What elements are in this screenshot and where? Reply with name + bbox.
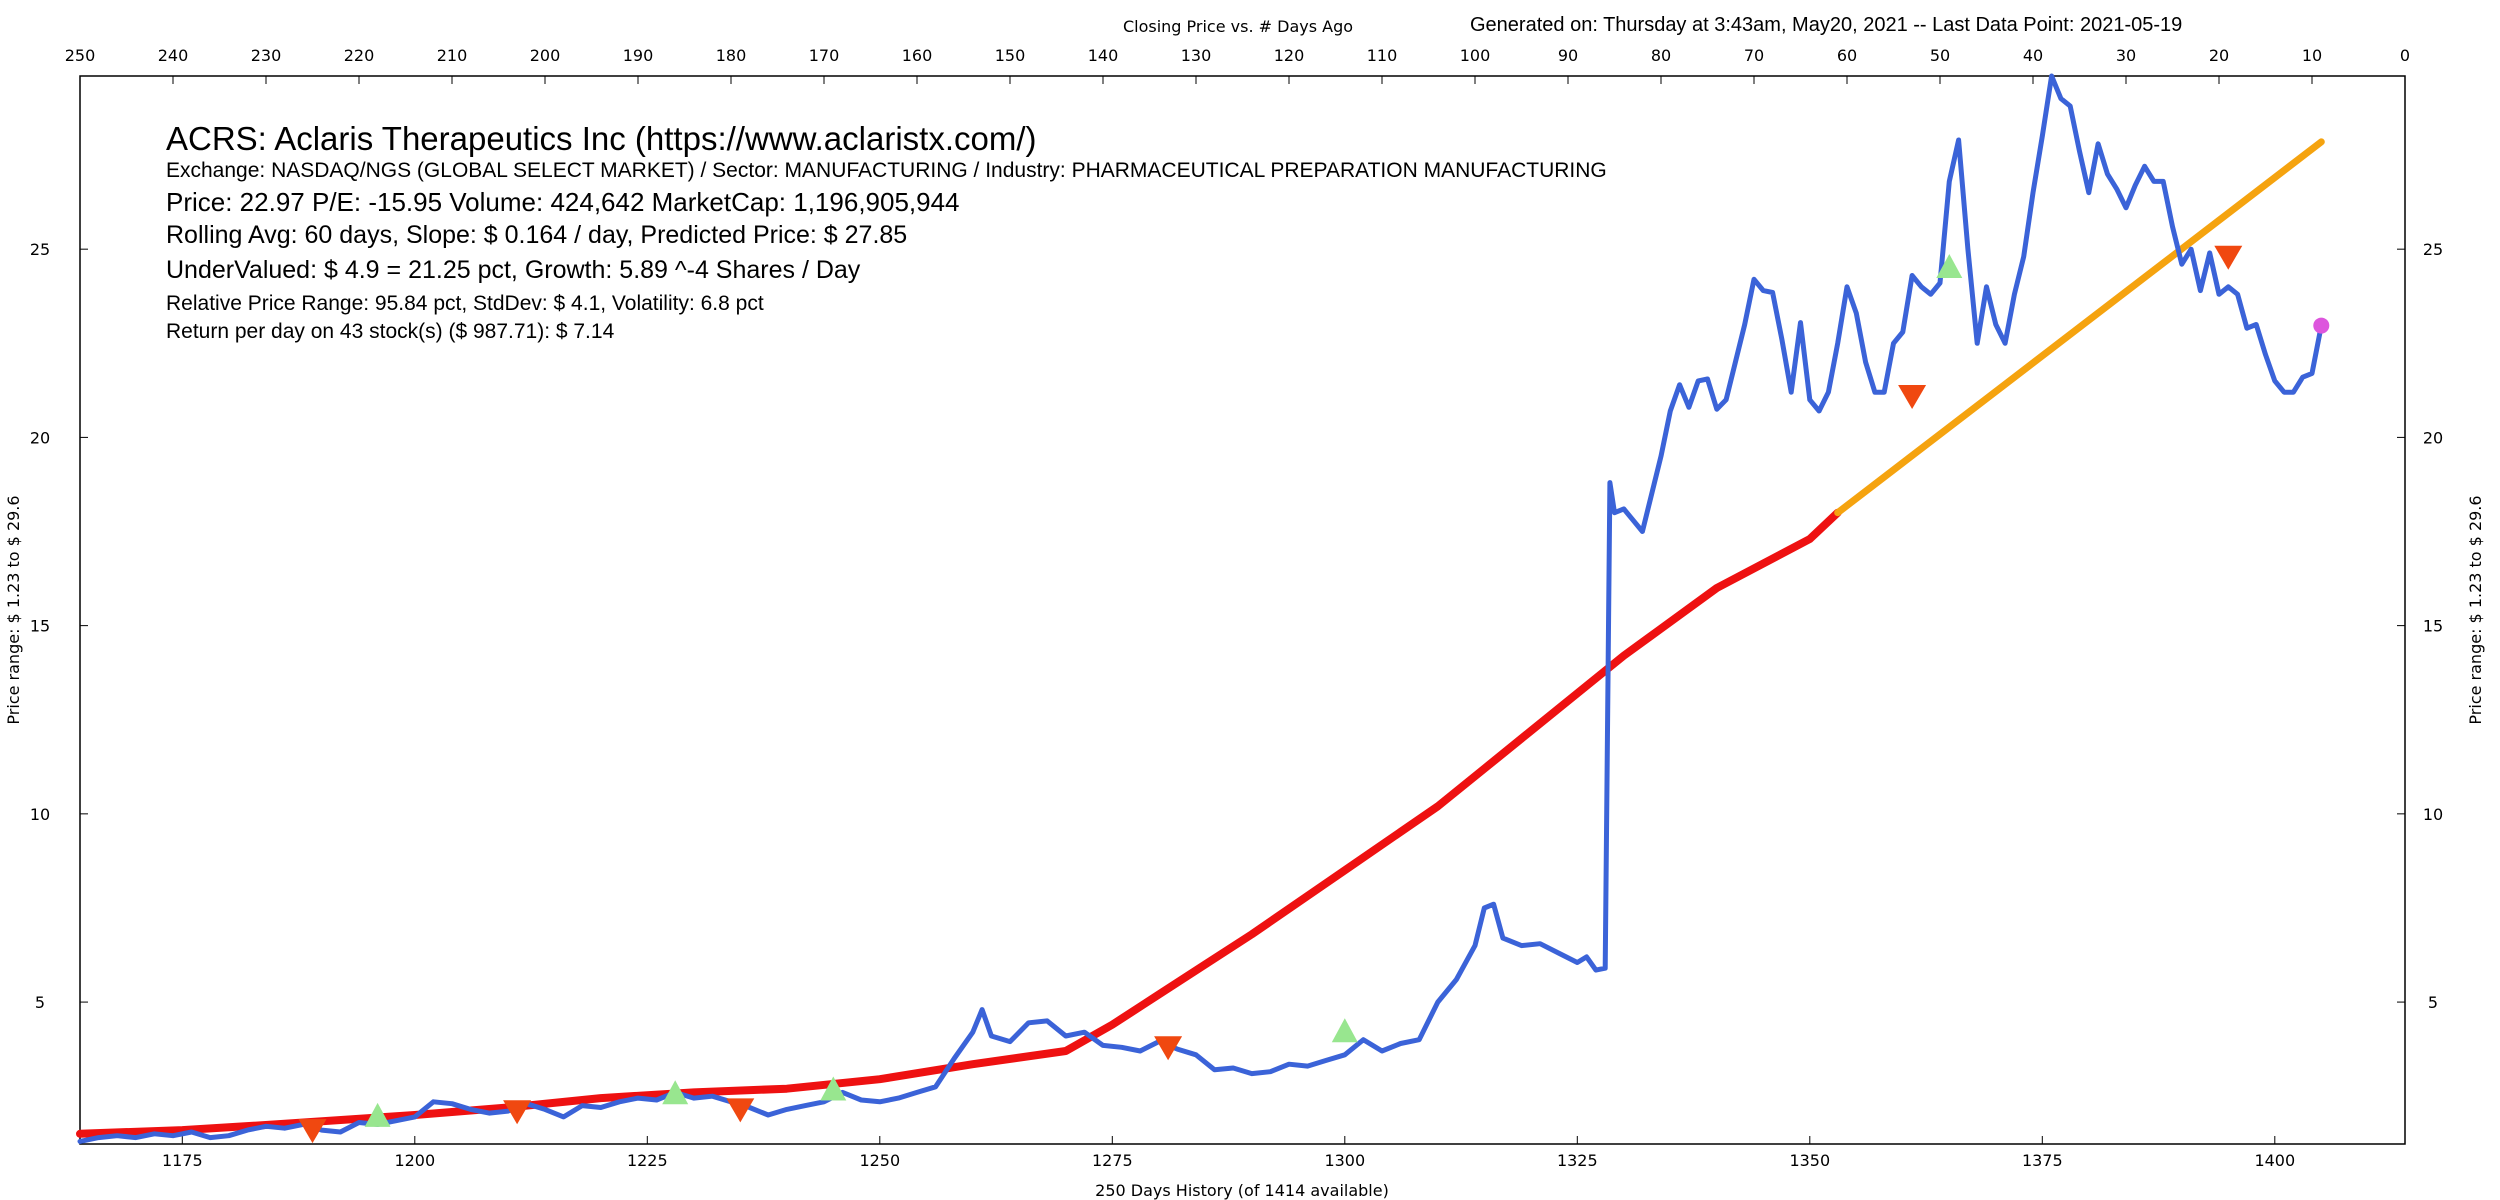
x2-tick-label: 210: [437, 46, 468, 65]
x-tick-label: 1200: [394, 1151, 435, 1170]
rolling-avg-info: Rolling Avg: 60 days, Slope: $ 0.164 / d…: [166, 221, 908, 249]
sell-marker: [298, 1119, 327, 1144]
sell-marker: [2214, 245, 2243, 270]
stock-title: ACRS: Aclaris Therapeutics Inc (https://…: [166, 120, 1037, 157]
x2-tick-label: 50: [1930, 46, 1950, 65]
sell-marker: [1154, 1036, 1183, 1061]
buy-marker: [662, 1080, 689, 1105]
x2-tick-label: 10: [2302, 46, 2322, 65]
price-info: Price: 22.97 P/E: -15.95 Volume: 424,642…: [166, 187, 960, 217]
buy-marker: [1331, 1018, 1358, 1043]
x-axis-label: 250 Days History (of 1414 available): [1095, 1181, 1389, 1200]
current-price-marker: [2313, 317, 2330, 334]
x2-tick-label: 160: [902, 46, 933, 65]
axis-ticks: 1175 1200 1225 1250 1275 1300 1325 1350 1375 1400…: [30, 46, 2443, 1170]
x2-tick-label: 230: [251, 46, 282, 65]
trade-markers: [298, 245, 2330, 1144]
return-info: Return per day on 43 stock(s) ($ 987.71)…: [166, 320, 615, 343]
y-tick-label-right: 25: [2423, 240, 2443, 259]
x2-tick-label: 90: [1558, 46, 1578, 65]
y-tick-label: 25: [30, 240, 50, 259]
y-tick-label: 20: [30, 428, 50, 447]
sell-marker: [503, 1100, 532, 1125]
prediction-series: [1834, 138, 2325, 517]
x2-tick-label: 150: [995, 46, 1026, 65]
price-series: [77, 73, 2324, 1144]
x2-tick-label: 40: [2023, 46, 2043, 65]
sell-marker: [1898, 384, 1927, 409]
buy-marker: [1936, 253, 1963, 278]
y-tick-label-right: 5: [2428, 993, 2438, 1012]
y-tick-label: 5: [35, 993, 45, 1012]
x-tick-label: 1375: [2022, 1151, 2063, 1170]
x2-tick-label: 220: [344, 46, 375, 65]
x2-tick-label: 250: [65, 46, 96, 65]
y-tick-label: 15: [30, 617, 50, 636]
x-tick-label: 1325: [1557, 1151, 1598, 1170]
prediction-line: [1834, 138, 2325, 517]
x-tick-label: 1350: [1789, 1151, 1830, 1170]
top-axis-title: Closing Price vs. # Days Ago: [1123, 17, 1353, 36]
x2-tick-label: 170: [809, 46, 840, 65]
y-axis-label-right: Price range: $ 1.23 to $ 29.6: [2466, 495, 2485, 724]
x2-tick-label: 130: [1181, 46, 1212, 65]
x-tick-label: 1225: [627, 1151, 668, 1170]
x2-tick-label: 190: [623, 46, 654, 65]
y-axis-label-left: Price range: $ 1.23 to $ 29.6: [4, 495, 23, 724]
x-tick-label: 1175: [162, 1151, 203, 1170]
x2-tick-label: 140: [1088, 46, 1119, 65]
rolling-average-line: [76, 508, 1842, 1138]
x2-tick-label: 80: [1651, 46, 1671, 65]
x2-tick-label: 120: [1274, 46, 1305, 65]
sell-marker: [726, 1098, 755, 1123]
x2-tick-label: 30: [2116, 46, 2136, 65]
price-line: [77, 73, 2324, 1144]
rolling-avg-series: [76, 508, 1842, 1138]
x-tick-label: 1400: [2254, 1151, 2295, 1170]
x2-tick-label: 100: [1460, 46, 1491, 65]
plot-frame: [79, 75, 2406, 1145]
range-info: Relative Price Range: 95.84 pct, StdDev:…: [166, 292, 764, 315]
exchange-info: Exchange: NASDAQ/NGS (GLOBAL SELECT MARK…: [166, 159, 1607, 182]
generated-info: Generated on: Thursday at 3:43am, May20,…: [1470, 14, 2183, 36]
x2-tick-label: 240: [158, 46, 189, 65]
x-tick-label: 1300: [1324, 1151, 1365, 1170]
y-tick-label-right: 10: [2423, 805, 2443, 824]
buy-marker: [820, 1076, 847, 1101]
y-tick-label-right: 20: [2423, 428, 2443, 447]
x2-tick-label: 110: [1367, 46, 1398, 65]
buy-marker: [364, 1102, 391, 1127]
x2-tick-label: 0: [2400, 46, 2410, 65]
x-tick-label: 1250: [859, 1151, 900, 1170]
x2-tick-label: 200: [530, 46, 561, 65]
undervalued-info: UnderValued: $ 4.9 = 21.25 pct, Growth: …: [166, 256, 861, 284]
y-tick-label-right: 15: [2423, 617, 2443, 636]
x2-tick-label: 20: [2209, 46, 2229, 65]
y-tick-label: 10: [30, 805, 50, 824]
x2-tick-label: 180: [716, 46, 747, 65]
x2-tick-label: 70: [1744, 46, 1764, 65]
x2-tick-label: 60: [1837, 46, 1857, 65]
x-tick-label: 1275: [1092, 1151, 1133, 1170]
